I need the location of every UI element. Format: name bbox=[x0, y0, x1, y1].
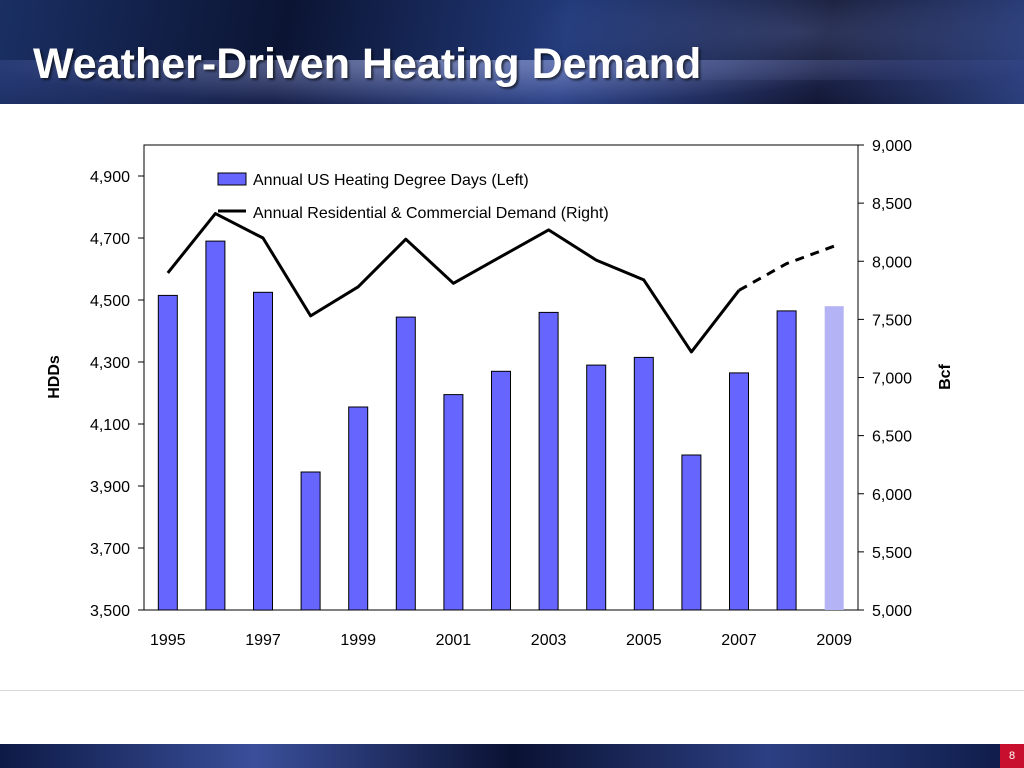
right-axis-tick-label: 5,000 bbox=[872, 603, 912, 620]
demand-line-projected bbox=[738, 244, 835, 292]
demand-line bbox=[166, 212, 835, 354]
left-axis-tick-label: 4,100 bbox=[90, 417, 130, 434]
hdd-bar bbox=[253, 291, 273, 611]
header-light-streak bbox=[0, 60, 1024, 104]
right-axis-title: Bcf bbox=[937, 363, 954, 389]
left-axis-tick-label: 4,900 bbox=[90, 169, 130, 186]
hdd-bar bbox=[538, 311, 559, 611]
left-axis-tick-label: 3,700 bbox=[90, 541, 130, 558]
right-axis-tick-label: 6,500 bbox=[872, 429, 912, 446]
hdd-bar bbox=[586, 364, 607, 611]
right-axis-tick-label: 8,500 bbox=[872, 196, 912, 213]
hdd-bar bbox=[300, 471, 321, 611]
hdd-bar-projected bbox=[824, 306, 844, 610]
hdd-bar bbox=[395, 316, 416, 611]
legend: Annual US Heating Degree Days (Left) Ann… bbox=[217, 172, 609, 222]
right-axis-tick-label: 6,000 bbox=[872, 487, 912, 504]
right-axis-tick-label: 7,500 bbox=[872, 312, 912, 329]
hdd-bar bbox=[443, 394, 464, 611]
x-axis-tick-label: 1999 bbox=[340, 632, 376, 649]
left-axis-tick-label: 4,300 bbox=[90, 355, 130, 372]
hdd-bar bbox=[776, 310, 797, 611]
demand-line-actual bbox=[166, 212, 741, 354]
x-axis-tick-label: 2003 bbox=[531, 632, 567, 649]
hdd-bar bbox=[681, 454, 702, 611]
x-axis-tick-label: 2001 bbox=[436, 632, 472, 649]
header-glow bbox=[500, 0, 1024, 80]
left-axis-tick-label: 3,900 bbox=[90, 479, 130, 496]
right-axis-tick-label: 9,000 bbox=[872, 138, 912, 155]
right-axis-tick-label: 7,000 bbox=[872, 371, 912, 388]
hdd-bar bbox=[729, 372, 749, 611]
legend-bar-label: Annual US Heating Degree Days (Left) bbox=[253, 172, 529, 189]
left-axis-tick-label: 4,500 bbox=[90, 293, 130, 310]
right-axis-tick-label: 5,500 bbox=[872, 545, 912, 562]
x-axis-tick-label: 2009 bbox=[816, 632, 852, 649]
hdd-bar bbox=[491, 370, 511, 611]
hdd-bar bbox=[633, 356, 654, 611]
legend-bar-swatch bbox=[217, 172, 247, 186]
slide-header bbox=[0, 0, 1024, 104]
right-axis-tick-label: 8,000 bbox=[872, 254, 912, 271]
x-axis: 1995 1997 1999 2001 2003 2005 2007 2009 bbox=[150, 632, 852, 649]
heating-demand-chart: 3,500 3,700 3,900 4,100 4,300 4,500 4,700 4,900… bbox=[46, 138, 954, 649]
legend-line-label: Annual Residential & Commercial Demand (… bbox=[253, 205, 609, 222]
x-axis-tick-label: 1997 bbox=[245, 632, 281, 649]
x-axis-tick-label: 1995 bbox=[150, 632, 186, 649]
hdd-bar bbox=[157, 294, 178, 611]
left-axis-title: HDDs bbox=[46, 355, 63, 399]
right-axis: 5,000 5,500 6,000 6,500 7,000 7,500 8,000 8,500… bbox=[858, 138, 912, 620]
left-axis-tick-label: 3,500 bbox=[90, 603, 130, 620]
left-axis: 3,500 3,700 3,900 4,100 4,300 4,500 4,700 4,900 bbox=[90, 169, 144, 620]
slide-title: Weather-Driven Heating Demand bbox=[33, 40, 702, 88]
left-axis-tick-label: 4,700 bbox=[90, 231, 130, 248]
page-number: 8 bbox=[1000, 744, 1024, 768]
footer-band bbox=[0, 744, 1024, 768]
hdd-bars bbox=[157, 240, 844, 611]
footer-divider bbox=[0, 690, 1024, 691]
hdd-bar bbox=[205, 240, 226, 611]
x-axis-tick-label: 2007 bbox=[721, 632, 757, 649]
x-axis-tick-label: 2005 bbox=[626, 632, 662, 649]
hdd-bar bbox=[348, 406, 369, 611]
